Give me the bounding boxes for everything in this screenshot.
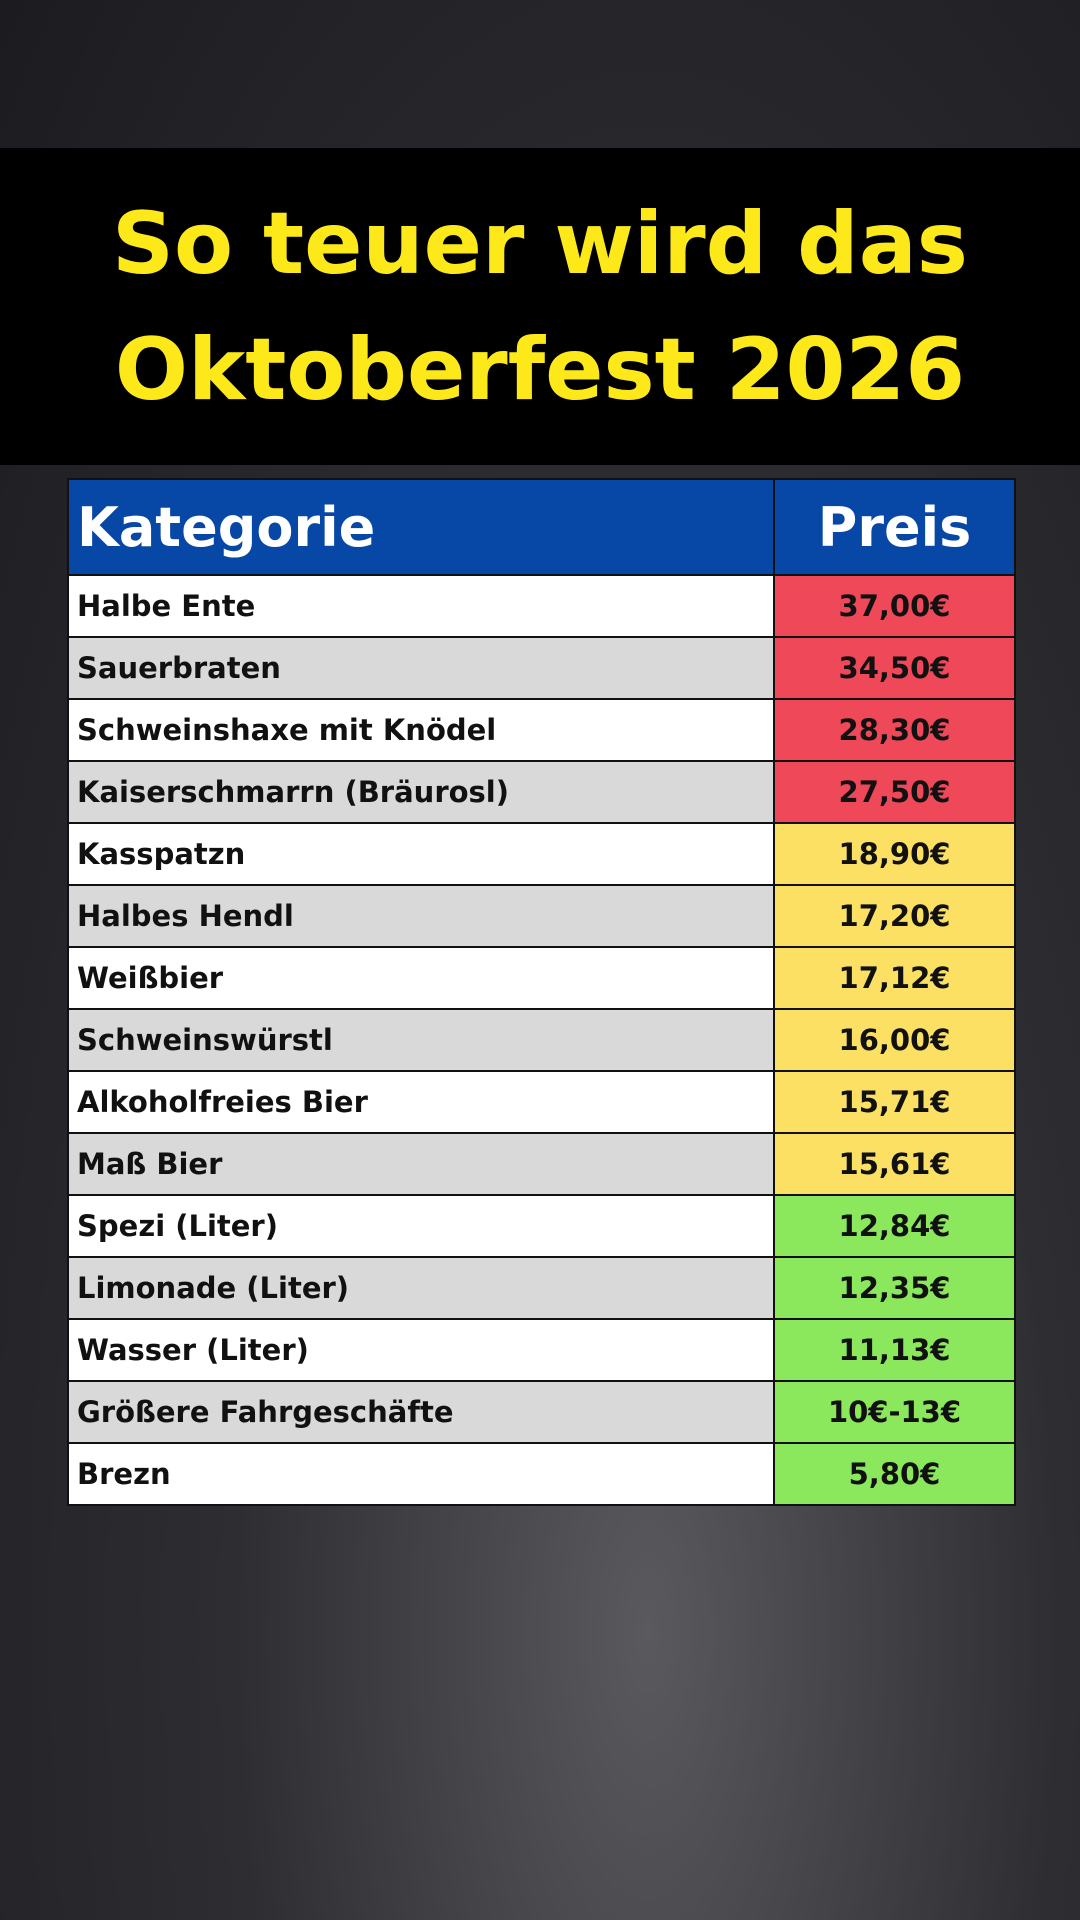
price-cell: 16,00€ [773,1008,1016,1072]
price-cell: 5,80€ [773,1442,1016,1506]
table-row: Alkoholfreies Bier 15,71€ [67,1070,1016,1134]
table-row: Weißbier 17,12€ [67,946,1016,1010]
price-cell: 28,30€ [773,698,1016,762]
table-row: Spezi (Liter) 12,84€ [67,1194,1016,1258]
table-row: Sauerbraten 34,50€ [67,636,1016,700]
category-cell: Halbe Ente [67,574,775,638]
price-table: Kategorie Preis Halbe Ente 37,00€ Sauerbra… [67,478,1016,1506]
table-row: Schweinswürstl 16,00€ [67,1008,1016,1072]
category-cell: Spezi (Liter) [67,1194,775,1258]
category-cell: Maß Bier [67,1132,775,1196]
price-cell: 12,35€ [773,1256,1016,1320]
price-cell: 34,50€ [773,636,1016,700]
table-row: Maß Bier 15,61€ [67,1132,1016,1196]
price-cell: 17,12€ [773,946,1016,1010]
header-cell: Preis [773,478,1016,576]
header-row: Kategorie Preis [67,478,1016,576]
title-banner: So teuer wird das Oktoberfest 2026 [0,148,1080,465]
category-cell: Schweinshaxe mit Knödel [67,698,775,762]
category-cell: Kasspatzn [67,822,775,886]
table-row: Halbe Ente 37,00€ [67,574,1016,638]
category-cell: Alkoholfreies Bier [67,1070,775,1134]
category-cell: Wasser (Liter) [67,1318,775,1382]
price-cell: 12,84€ [773,1194,1016,1258]
price-cell: 11,13€ [773,1318,1016,1382]
category-cell: Kaiserschmarrn (Bräurosl) [67,760,775,824]
category-cell: Halbes Hendl [67,884,775,948]
price-cell: 17,20€ [773,884,1016,948]
price-cell: 15,61€ [773,1132,1016,1196]
title-line: Oktoberfest 2026 [114,319,966,420]
category-cell: Brezn [67,1442,775,1506]
category-cell: Weißbier [67,946,775,1010]
table-body: Halbe Ente 37,00€ Sauerbraten 34,50€ Schwein… [67,574,1016,1506]
category-cell: Schweinswürstl [67,1008,775,1072]
category-cell: Größere Fahrgeschäfte [67,1380,775,1444]
title-line: So teuer wird das [112,193,968,294]
header-cell: Kategorie [67,478,775,576]
table-row: Kaiserschmarrn (Bräurosl) 27,50€ [67,760,1016,824]
price-cell: 37,00€ [773,574,1016,638]
category-cell: Limonade (Liter) [67,1256,775,1320]
table-row: Halbes Hendl 17,20€ [67,884,1016,948]
price-cell: 15,71€ [773,1070,1016,1134]
table-row: Wasser (Liter) 11,13€ [67,1318,1016,1382]
category-cell: Sauerbraten [67,636,775,700]
table-row: Brezn 5,80€ [67,1442,1016,1506]
table-row: Größere Fahrgeschäfte 10€-13€ [67,1380,1016,1444]
table-row: Schweinshaxe mit Knödel 28,30€ [67,698,1016,762]
table-row: Kasspatzn 18,90€ [67,822,1016,886]
price-cell: 18,90€ [773,822,1016,886]
price-cell: 10€-13€ [773,1380,1016,1444]
price-cell: 27,50€ [773,760,1016,824]
table-row: Limonade (Liter) 12,35€ [67,1256,1016,1320]
